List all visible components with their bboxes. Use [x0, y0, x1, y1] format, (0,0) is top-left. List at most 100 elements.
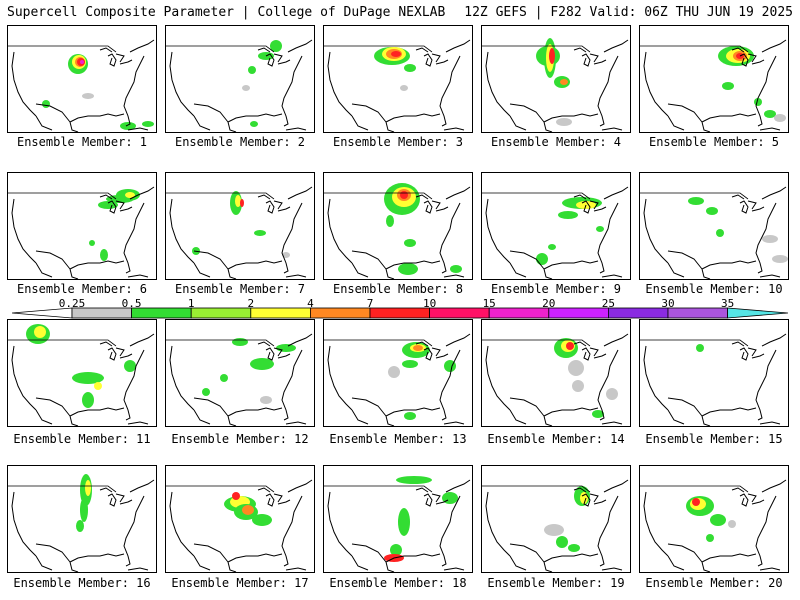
- map-outline: [193, 250, 229, 270]
- map-outline: [755, 333, 787, 421]
- colorbar-tick-label: 30: [661, 297, 675, 310]
- map-outline: [439, 333, 471, 421]
- colorbar-legend: [12, 307, 788, 319]
- us-map-12: [166, 333, 313, 426]
- map-title: Supercell Composite Parameter | College …: [7, 5, 446, 20]
- map-outline: [227, 407, 283, 417]
- map-outline: [482, 485, 591, 493]
- ensemble-map-14: [481, 319, 631, 427]
- map-outline: [327, 345, 353, 411]
- map-outline: [351, 250, 387, 270]
- map-outline: [509, 543, 545, 563]
- colorbar-tick-label: 1: [187, 297, 195, 310]
- ensemble-map-4: [481, 25, 631, 133]
- colorbar-segment: [309, 307, 371, 319]
- map-outline: [11, 198, 37, 264]
- map-outline: [99, 47, 133, 67]
- map-outline: [285, 421, 307, 425]
- scp-contour: [558, 211, 578, 219]
- map-outline: [11, 51, 37, 117]
- scp-contour: [568, 544, 580, 552]
- us-map-2: [166, 39, 313, 132]
- map-outline: [324, 192, 433, 200]
- map-outline: [443, 421, 465, 425]
- map-outline: [485, 491, 511, 557]
- map-outline: [415, 47, 449, 67]
- scp-contour: [142, 121, 154, 127]
- map-outline: [281, 479, 313, 567]
- us-map-9: [482, 186, 629, 279]
- scp-contour: [696, 344, 704, 352]
- map-outline: [257, 47, 291, 67]
- scp-contour: [250, 121, 258, 127]
- scp-contour: [386, 215, 394, 227]
- map-outline: [597, 333, 629, 421]
- map-outline: [35, 543, 71, 563]
- colorbar-segment: [488, 307, 550, 319]
- map-outline: [257, 341, 291, 361]
- map-outline: [285, 274, 307, 278]
- scp-contour: [404, 64, 416, 72]
- map-outline: [701, 113, 757, 123]
- scp-contour: [82, 93, 94, 99]
- scp-contour: [232, 338, 248, 346]
- ensemble-map-19: [481, 465, 631, 573]
- map-outline: [509, 103, 545, 123]
- map-outline: [193, 543, 229, 563]
- ensemble-map-16: [7, 465, 157, 573]
- ensemble-member-label: Ensemble Member: 6: [16, 282, 148, 296]
- ensemble-map-18: [323, 465, 473, 573]
- map-outline: [643, 491, 669, 557]
- map-outline: [69, 553, 125, 563]
- colorbar-segment: [608, 307, 669, 319]
- colorbar-tick-label: 0.5: [121, 297, 142, 310]
- map-outline: [667, 555, 711, 572]
- ensemble-map-8: [323, 172, 473, 280]
- map-outline: [731, 47, 765, 67]
- colorbar-segment: [250, 307, 311, 319]
- map-outline: [193, 409, 237, 426]
- scp-contour: [606, 388, 618, 400]
- scp-contour: [220, 374, 228, 382]
- map-outline: [731, 341, 765, 361]
- ensemble-map-13: [323, 319, 473, 427]
- scp-contour: [774, 114, 786, 122]
- map-outline: [759, 421, 781, 425]
- us-map-1: [8, 39, 155, 132]
- map-outline: [35, 103, 71, 123]
- scp-contour: [450, 265, 462, 273]
- map-outline: [193, 262, 237, 279]
- colorbar-max-arrow: [727, 307, 788, 319]
- scp-contour: [596, 226, 604, 232]
- ensemble-map-12: [165, 319, 315, 427]
- scp-contour: [398, 263, 418, 275]
- ensemble-member-label: Ensemble Member: 18: [329, 576, 467, 590]
- map-outline: [127, 421, 149, 425]
- scp-contour: [390, 544, 402, 556]
- ensemble-member-label: Ensemble Member: 8: [332, 282, 464, 296]
- map-outline: [482, 339, 591, 347]
- colorbar-segment: [429, 307, 490, 319]
- scp-contour: [34, 326, 46, 338]
- scp-contour: [94, 382, 102, 390]
- map-outline: [69, 113, 125, 123]
- ensemble-member-label: Ensemble Member: 9: [490, 282, 622, 296]
- colorbar-tick-label: 2: [247, 297, 255, 310]
- map-outline: [509, 555, 553, 572]
- map-outline: [227, 113, 283, 123]
- us-map-10: [640, 186, 788, 279]
- scp-contour: [404, 412, 416, 420]
- map-outline: [166, 485, 275, 493]
- scp-contour: [556, 536, 568, 548]
- scp-contour: [706, 207, 718, 215]
- map-outline: [8, 192, 117, 200]
- us-map-16: [8, 474, 155, 572]
- scp-contour: [556, 118, 572, 126]
- colorbar-segment: [548, 307, 609, 319]
- map-outline: [439, 186, 471, 274]
- map-outline: [573, 341, 607, 361]
- map-outline: [667, 397, 703, 417]
- map-outline: [385, 553, 441, 563]
- scp-contour: [124, 360, 136, 372]
- ensemble-map-10: [639, 172, 789, 280]
